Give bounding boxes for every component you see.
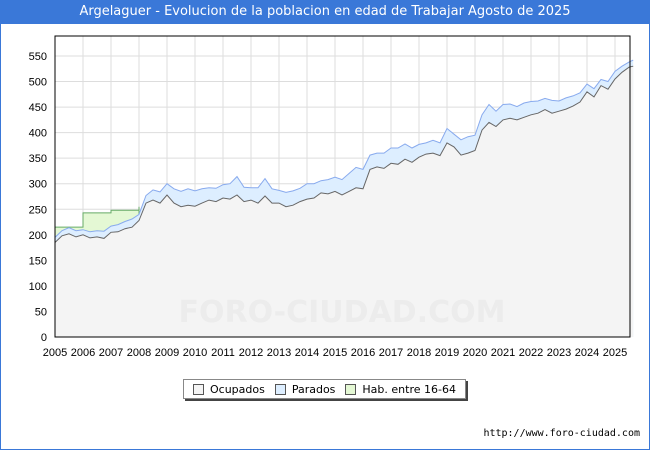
x-tick-label: 2023	[547, 347, 571, 359]
x-tick-label: 2005	[43, 347, 67, 359]
ocupados-area	[55, 66, 634, 337]
x-tick-label: 2022	[519, 347, 543, 359]
ocupados-line	[54, 65, 634, 243]
y-tick-label: 0	[41, 332, 47, 344]
legend-label-ocupados: Ocupados	[209, 382, 265, 396]
y-tick-label: 200	[29, 230, 47, 242]
watermark: FORO-CIUDAD.COM	[179, 295, 506, 330]
plot-border	[54, 35, 631, 338]
parados-line	[54, 59, 634, 238]
y-tick-label: 500	[29, 77, 47, 89]
legend: Ocupados Parados Hab. entre 16-64	[183, 379, 466, 399]
x-tick-label: 2008	[127, 347, 151, 359]
source-url[interactable]: http://www.foro-ciudad.com	[483, 428, 640, 439]
x-tick-label: 2021	[491, 347, 515, 359]
x-tick-label: 2013	[267, 347, 291, 359]
y-tick-label: 100	[29, 281, 47, 293]
y-tick-label: 450	[29, 102, 47, 114]
legend-label-hab: Hab. entre 16-64	[362, 382, 456, 396]
x-tick-label: 2018	[407, 347, 431, 359]
y-tick-label: 150	[29, 255, 47, 267]
y-tick-label: 400	[29, 128, 47, 140]
x-tick-label: 2017	[379, 347, 403, 359]
legend-item-parados: Parados	[274, 382, 336, 396]
legend-swatch-ocupados	[192, 383, 204, 395]
x-tick-label: 2016	[351, 347, 375, 359]
x-tick-label: 2015	[323, 347, 347, 359]
x-tick-label: 2009	[155, 347, 179, 359]
x-tick-label: 2014	[295, 347, 319, 359]
x-tick-label: 2025	[603, 347, 627, 359]
legend-swatch-parados	[274, 383, 286, 395]
x-tick-label: 2019	[435, 347, 459, 359]
x-tick-label: 2024	[575, 347, 599, 359]
legend-item-ocupados: Ocupados	[192, 382, 265, 396]
x-tick-label: 2007	[99, 347, 123, 359]
y-tick-label: 250	[29, 204, 47, 216]
x-tick-label: 2012	[239, 347, 263, 359]
x-tick-label: 2020	[463, 347, 487, 359]
legend-label-parados: Parados	[291, 382, 336, 396]
y-tick-label: 350	[29, 153, 47, 165]
legend-item-hab: Hab. entre 16-64	[345, 383, 456, 396]
y-tick-label: 300	[29, 179, 47, 191]
y-tick-label: 550	[29, 51, 47, 63]
legend-swatch-hab	[345, 383, 357, 395]
x-tick-label: 2011	[211, 347, 235, 359]
x-tick-label: 2010	[183, 347, 207, 359]
chart-title: Argelaguer - Evolucion de la poblacion e…	[0, 0, 650, 24]
x-tick-label: 2006	[71, 347, 95, 359]
y-tick-label: 50	[35, 306, 47, 318]
